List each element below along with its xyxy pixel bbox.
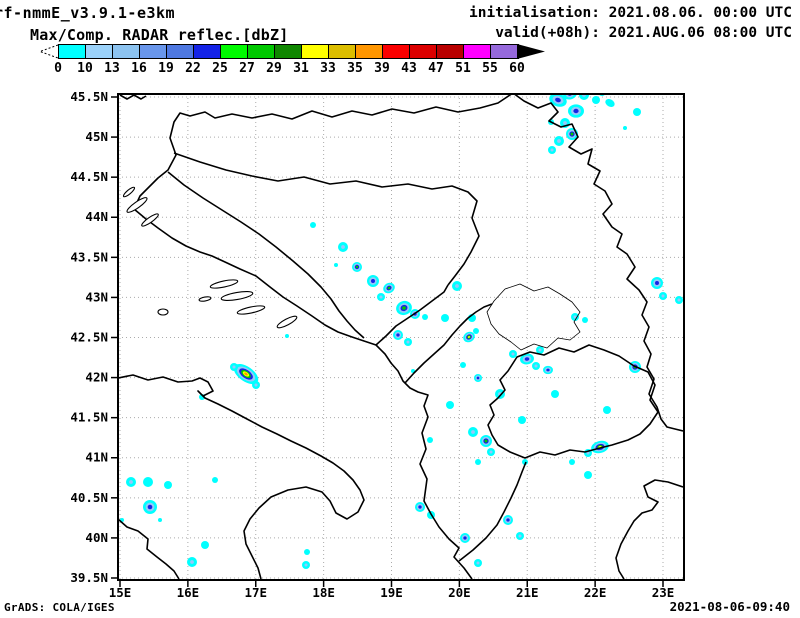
colorbar-segments xyxy=(58,44,519,59)
island-outline xyxy=(198,296,212,302)
colorbar-tick-label: 60 xyxy=(509,61,525,76)
lat-label: 43.5N xyxy=(70,249,108,264)
lon-label: 18E xyxy=(312,585,335,600)
colorbar-segment xyxy=(113,45,140,58)
lon-label: 15E xyxy=(109,585,132,600)
island-outline xyxy=(141,213,159,227)
lon-label: 17E xyxy=(244,585,267,600)
colorbar-tick-label: 10 xyxy=(77,61,93,76)
aegean-coast xyxy=(615,479,683,579)
valid-time: valid(+08h): 2021.AUG.06 08:00 UTC xyxy=(495,25,792,41)
bosnia-sw-border xyxy=(167,171,365,339)
colorbar-segment xyxy=(275,45,302,58)
sava-drina-border xyxy=(173,152,480,286)
colorbar-tick-label: 25 xyxy=(212,61,228,76)
colorbar-segment xyxy=(86,45,113,58)
grads-credit: GrADS: COLA/IGES xyxy=(4,601,115,614)
lat-label: 41N xyxy=(85,450,108,465)
colorbar-tick-label: 19 xyxy=(158,61,174,76)
creation-timestamp: 2021-08-06-09:40 xyxy=(669,599,790,614)
lon-label: 23E xyxy=(652,585,675,600)
lat-label: 42.5N xyxy=(70,329,108,344)
colorbar-tick-label: 55 xyxy=(482,61,498,76)
colorbar-segment xyxy=(248,45,275,58)
colorbar-segment xyxy=(221,45,248,58)
island-outline xyxy=(209,279,239,289)
island-outline xyxy=(126,197,148,213)
colorbar-segment xyxy=(491,45,518,58)
lat-label: 39.5N xyxy=(70,570,108,585)
colorbar-segment xyxy=(437,45,464,58)
italy-tyrrhenian-coast xyxy=(119,518,180,579)
product-title: Max/Comp. RADAR reflec.[dbZ] xyxy=(30,26,289,44)
model-title: rf-nmmE_v3.9.1-e3km xyxy=(0,4,176,22)
colorbar-tick-label: 16 xyxy=(131,61,147,76)
kosovo-outline xyxy=(486,283,581,351)
colorbar-segment xyxy=(167,45,194,58)
danube-east-border xyxy=(514,95,683,432)
colorbar-tick-label: 31 xyxy=(293,61,309,76)
colorbar-tick-label: 22 xyxy=(185,61,201,76)
croatia-bosnia-coast-outline xyxy=(133,95,512,579)
reflectivity-colorbar: 0 10 13 16 19 22 25 27 29 31 33 35 39 43 47 51 55 60 xyxy=(38,44,638,78)
colorbar-segment xyxy=(383,45,410,58)
island-outline xyxy=(220,291,254,301)
colorbar-segment xyxy=(194,45,221,58)
lat-label: 45N xyxy=(85,129,108,144)
colorbar-segment xyxy=(302,45,329,58)
initialisation-time: initialisation: 2021.08.06. 00:00 UTC xyxy=(468,5,792,21)
lon-label: 20E xyxy=(448,585,471,600)
colorbar-segment xyxy=(59,45,86,58)
radar-echo-layer xyxy=(120,95,683,569)
albania-greece-border xyxy=(458,461,527,562)
colorbar-overflow-arrow-icon xyxy=(517,44,545,59)
island-outline xyxy=(236,305,266,315)
colorbar-tick-label: 39 xyxy=(374,61,390,76)
montenegro-serbia-border xyxy=(375,284,449,346)
colorbar-tick-label: 43 xyxy=(401,61,417,76)
island-outline xyxy=(122,186,136,198)
colorbar-tick-label: 33 xyxy=(320,61,336,76)
montenegro-albania-border xyxy=(404,303,493,384)
colorbar-tick-label: 27 xyxy=(239,61,255,76)
island-outline xyxy=(157,308,169,316)
italy-adriatic-puglia-coast xyxy=(119,374,365,579)
colorbar-tick-label: 0 xyxy=(54,61,62,76)
lat-label: 41.5N xyxy=(70,410,108,425)
colorbar-segment xyxy=(356,45,383,58)
colorbar-tick-label: 47 xyxy=(428,61,444,76)
lon-label: 21E xyxy=(516,585,539,600)
lon-label: 16E xyxy=(177,585,200,600)
colorbar-tick-label: 13 xyxy=(104,61,120,76)
lon-label: 22E xyxy=(584,585,607,600)
lat-label: 44N xyxy=(85,209,108,224)
colorbar-segment xyxy=(329,45,356,58)
axis-ticks xyxy=(111,96,664,587)
colorbar-segment xyxy=(464,45,491,58)
lat-label: 40N xyxy=(85,530,108,545)
colorbar-tick-label: 51 xyxy=(455,61,471,76)
lat-label: 45.5N xyxy=(70,89,108,104)
map-gridlines xyxy=(118,94,684,580)
macedonia-outline xyxy=(487,344,659,459)
lat-label: 43N xyxy=(85,289,108,304)
lat-label: 44.5N xyxy=(70,169,108,184)
country-borders xyxy=(119,95,683,579)
lat-label: 42N xyxy=(85,370,108,385)
colorbar-segment xyxy=(410,45,437,58)
colorbar-segment xyxy=(140,45,167,58)
lon-label: 19E xyxy=(380,585,403,600)
axis-labels: 45.5N 45N 44.5N 44N 43.5N 43N 42.5N 42N 41.5N 41N… xyxy=(70,89,674,600)
island-outline xyxy=(276,315,298,329)
lat-label: 40.5N xyxy=(70,490,108,505)
colorbar-tick-label: 35 xyxy=(347,61,363,76)
colorbar-tick-label: 29 xyxy=(266,61,282,76)
top-left-coast-fragment xyxy=(119,95,147,100)
